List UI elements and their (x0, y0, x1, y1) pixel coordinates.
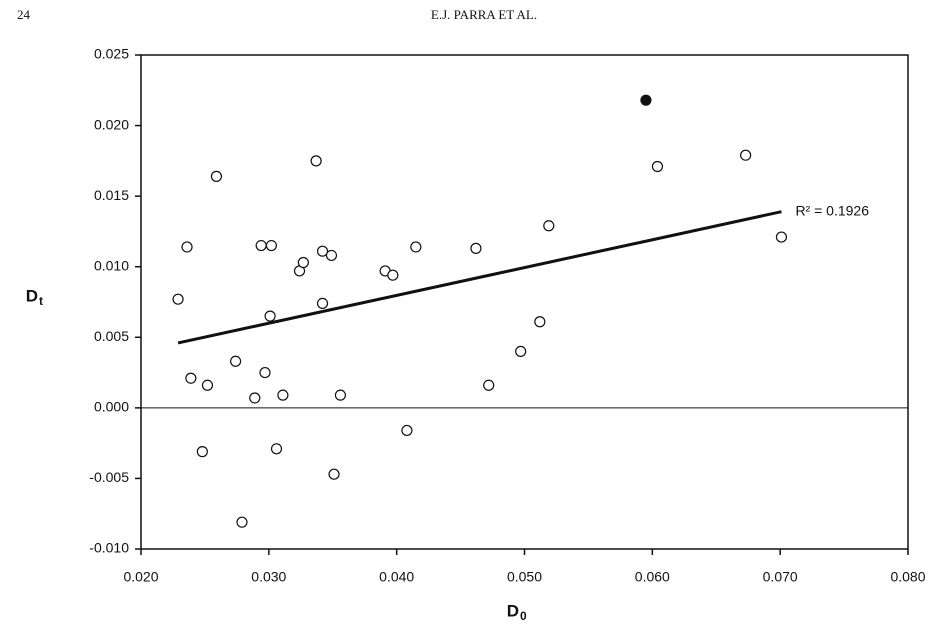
x-tick-label: 0.080 (890, 569, 925, 585)
x-tick-label: 0.050 (507, 569, 542, 585)
point (229, 355, 242, 367)
point (483, 379, 495, 391)
y-tick-label: 0.000 (94, 399, 129, 415)
y-tick-label: 0.025 (94, 46, 129, 62)
point (325, 249, 338, 262)
x-axis-title-sub: 0 (520, 609, 527, 623)
trend-annotation: R² = 0.1926 (795, 202, 869, 218)
y-axis-title: D (26, 286, 38, 305)
point (270, 443, 283, 455)
x-tick-label: 0.030 (251, 569, 286, 585)
y-axis-title-sub: t (39, 294, 43, 308)
point (651, 160, 664, 173)
point (515, 345, 527, 357)
y-tick-label: -0.010 (89, 540, 129, 556)
point (297, 256, 309, 269)
point (543, 220, 555, 232)
point (401, 424, 413, 437)
x-tick-label: 0.070 (763, 569, 798, 585)
y-tick-label: 0.010 (94, 257, 129, 273)
point (740, 149, 752, 161)
point (328, 468, 340, 480)
point (259, 366, 271, 379)
point (387, 269, 399, 281)
x-axis-title: D (507, 601, 519, 620)
point (470, 242, 482, 254)
point (640, 94, 652, 106)
point (264, 310, 276, 322)
x-tick-label: 0.040 (379, 569, 414, 585)
y-tick-label: 0.015 (94, 187, 129, 203)
x-tick-label: 0.020 (123, 569, 158, 585)
y-tick-label: 0.020 (94, 116, 129, 132)
point (534, 316, 546, 328)
point (181, 241, 193, 253)
running-head: E.J. PARRA ET AL. (431, 7, 537, 22)
page-number: 24 (17, 7, 31, 22)
point (210, 170, 223, 182)
point (172, 293, 184, 305)
point (316, 297, 329, 310)
trend-line (177, 210, 782, 345)
point (265, 239, 277, 252)
point (316, 245, 329, 257)
y-tick-label: 0.005 (94, 328, 129, 344)
point (775, 231, 788, 243)
point (196, 446, 208, 458)
point (410, 241, 422, 253)
point (334, 389, 347, 401)
point (201, 379, 214, 391)
point (310, 155, 322, 167)
x-tick-label: 0.060 (635, 569, 670, 585)
y-tick-label: -0.005 (89, 469, 129, 485)
point (236, 516, 248, 528)
point (185, 372, 197, 384)
plot-frame (140, 54, 909, 550)
point (255, 239, 267, 252)
point (249, 392, 261, 404)
point (277, 389, 289, 401)
